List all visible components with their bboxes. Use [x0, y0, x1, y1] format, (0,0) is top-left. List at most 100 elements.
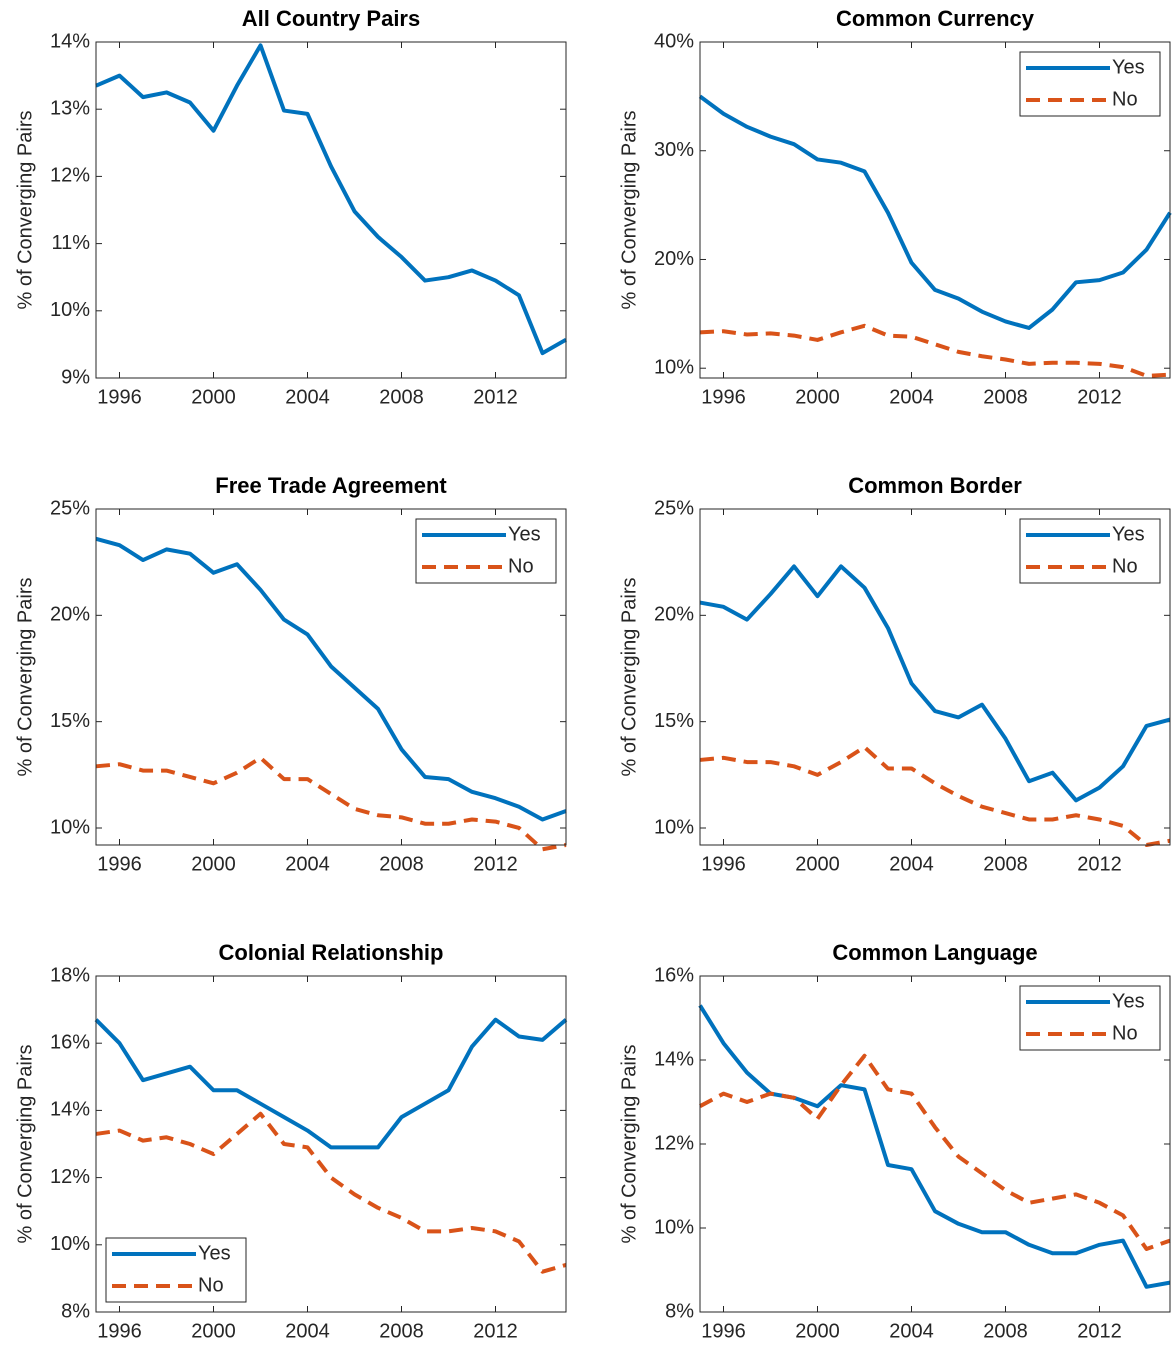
data-line: [698, 1004, 1171, 1289]
y-tick-label: 18%: [50, 964, 90, 986]
legend-label: Yes: [1112, 990, 1145, 1012]
data-line: [95, 755, 567, 852]
axes-box: [699, 975, 1171, 1313]
panel-title: Free Trade Agreement: [215, 473, 447, 498]
legend-box: [105, 1237, 247, 1303]
legend-box: [1019, 51, 1161, 117]
legend-label: No: [1112, 555, 1138, 577]
y-axis-label: % of Converging Pairs: [618, 111, 640, 310]
y-tick-label: 11%: [51, 232, 90, 254]
x-tick-label: 2012: [1077, 853, 1122, 875]
y-axis-label: % of Converging Pairs: [618, 578, 640, 777]
data-line: [698, 94, 1172, 330]
y-tick-label: 13%: [50, 97, 90, 119]
y-tick-label: 14%: [654, 1048, 694, 1070]
x-tick-label: 2004: [285, 1320, 330, 1342]
y-axis-label: % of Converging Pairs: [14, 578, 36, 777]
data-line: [699, 1053, 1171, 1251]
x-tick-label: 2000: [795, 386, 840, 408]
data-line: [699, 323, 1171, 378]
y-tick-label: 12%: [50, 1166, 90, 1188]
y-tick-label: 10%: [654, 1216, 694, 1238]
legend-label: Yes: [198, 1242, 231, 1264]
legend: Yes No: [1019, 518, 1161, 584]
legend-label: No: [1112, 1022, 1138, 1044]
y-tick-label: 10%: [50, 299, 90, 321]
x-tick-label: 2000: [191, 1320, 236, 1342]
legend: Yes No: [415, 518, 557, 584]
y-axis-label: % of Converging Pairs: [618, 1045, 640, 1244]
y-tick-label: 25%: [50, 497, 90, 519]
panel-title: Common Currency: [836, 6, 1035, 31]
y-tick-label: 10%: [50, 816, 90, 838]
legend-box: [1019, 518, 1161, 584]
data-line: [699, 564, 1171, 803]
legend-box: [1019, 985, 1161, 1051]
data-line: [94, 1017, 568, 1150]
x-tick-label: 2008: [379, 1320, 424, 1342]
x-tick-label: 1996: [97, 386, 142, 408]
legend-label: No: [508, 555, 534, 577]
x-tick-label: 2008: [379, 386, 424, 408]
axes-box: [699, 508, 1171, 846]
y-tick-label: 15%: [654, 710, 694, 732]
y-tick-label: 12%: [50, 165, 90, 187]
y-axis-label: % of Converging Pairs: [14, 1045, 36, 1244]
data-line: [95, 43, 567, 356]
y-tick-label: 20%: [654, 248, 694, 270]
y-tick-label: 30%: [654, 139, 694, 161]
y-tick-label: 10%: [654, 356, 694, 378]
axes-box: [95, 508, 567, 846]
y-tick-label: 14%: [50, 1099, 90, 1121]
x-tick-label: 2012: [1077, 1320, 1122, 1342]
x-tick-label: 1996: [97, 853, 142, 875]
data-line: [95, 536, 567, 822]
legend: Yes No: [1019, 51, 1161, 117]
legend-label: Yes: [1112, 56, 1145, 78]
x-tick-label: 2008: [983, 1320, 1028, 1342]
legend-label: No: [1112, 88, 1138, 110]
x-tick-label: 2000: [795, 1320, 840, 1342]
y-tick-label: 12%: [654, 1132, 694, 1154]
legend-label: Yes: [1112, 523, 1145, 545]
y-tick-label: 8%: [665, 1300, 694, 1322]
x-tick-label: 1996: [97, 1320, 142, 1342]
x-tick-label: 2012: [473, 386, 518, 408]
legend-box: [415, 518, 557, 584]
y-tick-label: 14%: [50, 30, 90, 52]
legend-label: Yes: [508, 523, 541, 545]
panel-title: Common Language: [832, 940, 1037, 965]
x-tick-label: 1996: [701, 853, 746, 875]
y-tick-label: 10%: [50, 1233, 90, 1255]
x-tick-label: 2008: [379, 853, 424, 875]
y-tick-label: 8%: [61, 1300, 90, 1322]
x-tick-label: 2008: [983, 386, 1028, 408]
x-tick-label: 2000: [191, 853, 236, 875]
panel-title: Common Border: [848, 473, 1022, 498]
axes-box: [95, 41, 567, 379]
x-tick-label: 2012: [1077, 386, 1122, 408]
x-tick-label: 2012: [473, 853, 518, 875]
axes-box: [699, 41, 1171, 379]
legend-label: No: [198, 1274, 224, 1296]
x-tick-label: 1996: [701, 386, 746, 408]
y-tick-label: 40%: [654, 30, 694, 52]
legend: Yes No: [105, 1237, 247, 1303]
x-tick-label: 2000: [795, 853, 840, 875]
y-tick-label: 16%: [654, 964, 694, 986]
y-tick-label: 20%: [50, 604, 90, 626]
y-axis-label: % of Converging Pairs: [14, 111, 36, 310]
x-tick-label: 2004: [285, 853, 330, 875]
x-tick-label: 2008: [983, 853, 1028, 875]
axes-box: [95, 975, 567, 1313]
x-tick-label: 2004: [889, 386, 934, 408]
x-tick-label: 2000: [191, 386, 236, 408]
data-line: [699, 745, 1171, 847]
y-tick-label: 15%: [50, 710, 90, 732]
x-tick-label: 2004: [889, 1320, 934, 1342]
y-tick-label: 9%: [61, 366, 90, 388]
x-tick-label: 1996: [701, 1320, 746, 1342]
legend: Yes No: [1019, 985, 1161, 1051]
